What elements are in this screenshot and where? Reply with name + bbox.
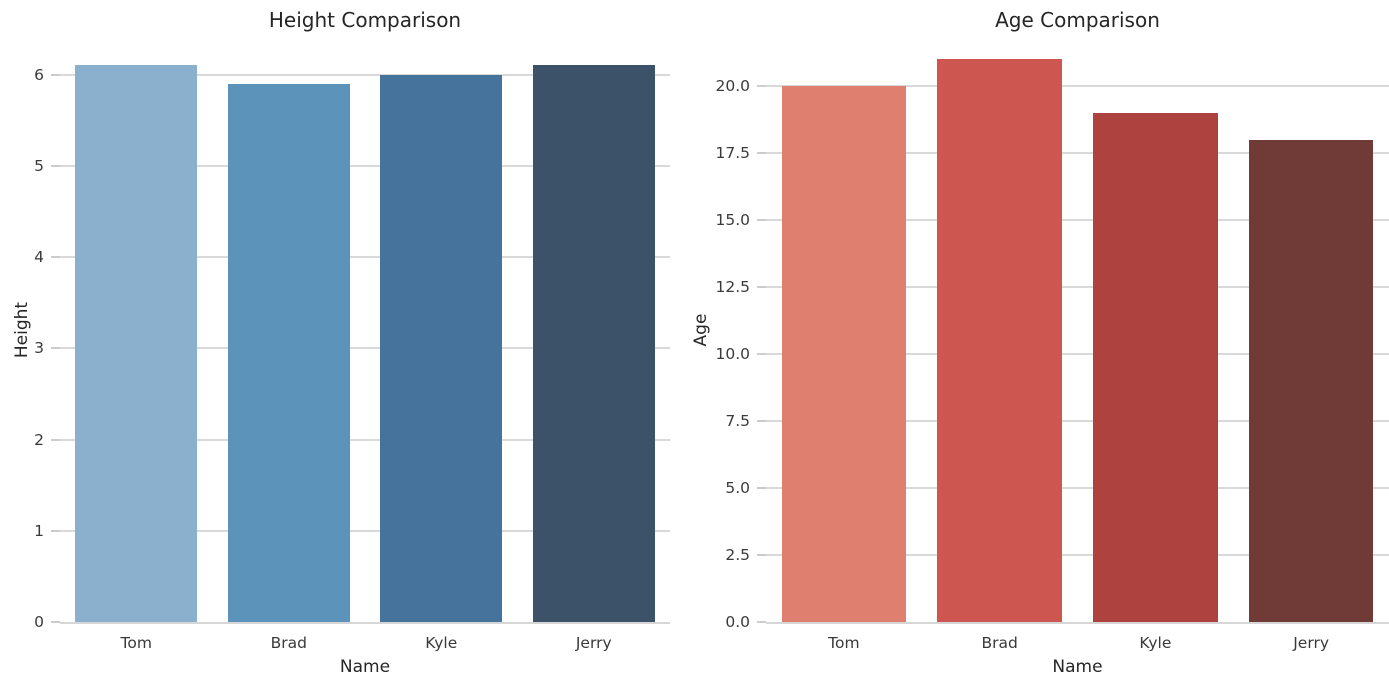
- gridline: [60, 256, 670, 258]
- x-tick-label-kyle: Kyle: [1139, 634, 1172, 652]
- y-tick-mark: [51, 164, 60, 167]
- gridline: [766, 85, 1389, 88]
- y-tick-mark: [51, 529, 60, 532]
- y-tick-label: 20.0: [715, 77, 750, 96]
- y-tick-label: 7.5: [725, 412, 750, 431]
- y-tick-label: 5.0: [725, 479, 750, 498]
- x-tick-label-brad: Brad: [981, 634, 1018, 652]
- y-tick-label: 5: [34, 156, 44, 175]
- x-tick-label-jerry: Jerry: [575, 634, 612, 652]
- y-axis-label-age: Age: [691, 313, 711, 347]
- gridline: [60, 529, 670, 532]
- y-tick-mark: [757, 420, 766, 423]
- gridline: [766, 219, 1389, 222]
- y-tick-mark: [757, 85, 766, 88]
- x-axis-label-name-right: Name: [1052, 657, 1103, 677]
- plot-area-age-comparison: 0.0 2.5 5.0 7.5 10.0 12.5 15.0 17.5 20.0 Tom Brad K…: [715, 38, 1389, 652]
- y-tick-label: 4: [34, 248, 44, 266]
- y-tick-mark: [757, 152, 766, 155]
- y-tick-mark: [51, 438, 60, 441]
- gridline: [766, 554, 1389, 557]
- y-tick-label: 2: [34, 430, 44, 449]
- y-tick-mark: [757, 219, 766, 222]
- y-tick-label: 12.5: [715, 278, 750, 297]
- gridline: [766, 420, 1389, 423]
- y-tick-label: 1: [34, 521, 44, 540]
- gridline: [766, 487, 1389, 490]
- y-tick-mark: [51, 73, 60, 76]
- x-axis-label-name-left: Name: [339, 657, 391, 677]
- bar-tom: [75, 65, 198, 622]
- plot-area-height-comparison: 0 1 2 3 4 5 6 Tom Brad Kyle Jerry: [34, 38, 670, 652]
- y-tick-mark: [757, 621, 766, 623]
- bar-brad: [937, 59, 1062, 622]
- bar-kyle: [380, 74, 503, 622]
- bar-tom: [781, 86, 907, 622]
- y-tick-mark: [51, 347, 60, 350]
- bar-jerry: [532, 65, 655, 622]
- gridline: [766, 286, 1389, 289]
- bar-kyle: [1093, 113, 1218, 622]
- y-tick-mark: [757, 286, 766, 289]
- gridline: [60, 438, 670, 441]
- bar-jerry: [1248, 139, 1374, 622]
- gridline: [766, 353, 1389, 356]
- y-tick-mark: [51, 621, 60, 623]
- y-tick-mark: [757, 487, 766, 490]
- chart-title-height-comparison: Height Comparison: [268, 8, 462, 32]
- y-tick-mark: [757, 554, 766, 557]
- y-tick-label: 0: [34, 613, 44, 631]
- bar-brad: [227, 83, 350, 622]
- gridline: [60, 164, 670, 167]
- y-tick-label: 6: [34, 65, 44, 84]
- y-tick-label: 3: [34, 339, 44, 358]
- chart-title-age-comparison: Age Comparison: [995, 8, 1160, 32]
- y-tick-label: 0.0: [725, 613, 750, 631]
- x-tick-label-kyle: Kyle: [425, 634, 458, 652]
- x-tick-label-tom: Tom: [828, 634, 860, 652]
- x-tick-label-brad: Brad: [270, 634, 307, 652]
- x-tick-label-jerry: Jerry: [1293, 634, 1329, 652]
- gridline: [60, 73, 670, 76]
- y-tick-label: 15.0: [715, 211, 750, 230]
- y-tick-label: 17.5: [715, 144, 750, 163]
- y-tick-mark: [51, 256, 60, 258]
- x-tick-label-tom: Tom: [120, 634, 152, 652]
- y-tick-label: 2.5: [725, 546, 750, 565]
- gridline: [60, 347, 670, 350]
- y-tick-label: 10.0: [715, 345, 750, 364]
- y-tick-mark: [757, 353, 766, 356]
- gridline: [766, 152, 1389, 155]
